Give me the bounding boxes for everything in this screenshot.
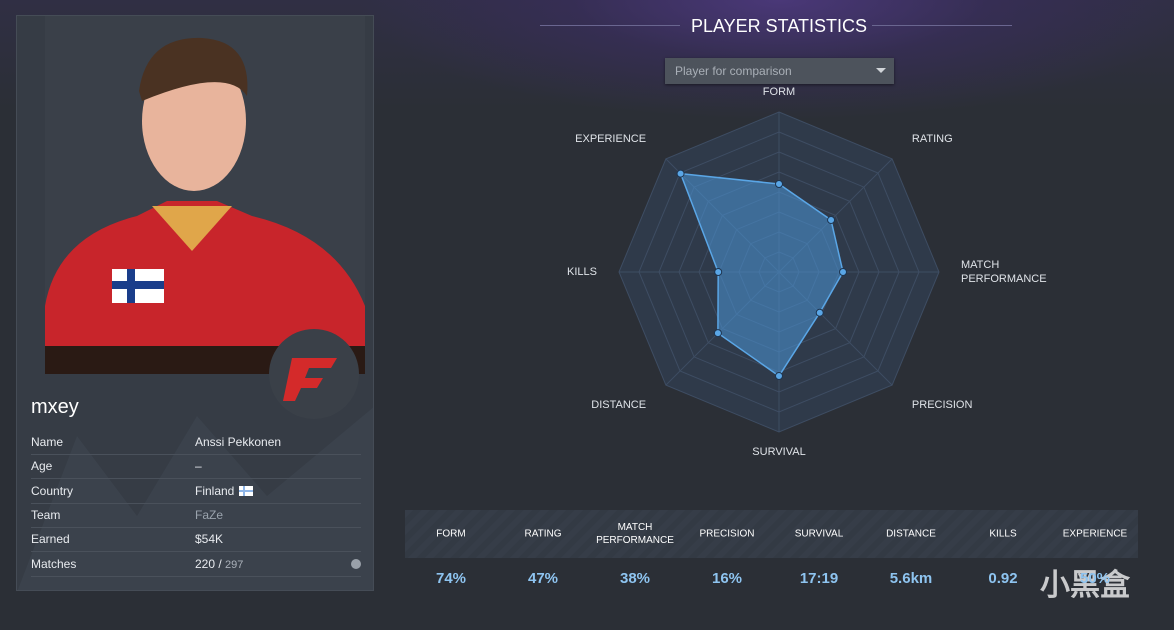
table-header: RATING [524,528,562,540]
info-row: Team FaZe [31,503,361,528]
table-header: FORM [436,528,466,540]
divider [872,25,1012,26]
info-value-text: Anssi Pekkonen [195,435,282,449]
radar-point [775,180,783,188]
info-row: Country Finland [31,479,361,504]
table-header: EXPERIENCE [1062,528,1128,540]
radar-chart [618,111,940,433]
stats-table-header [405,510,1138,558]
player-card: mxey Name Anssi Pekkonen Age – Country Finlan… [16,15,374,591]
help-icon [351,558,361,569]
info-value-text: – [195,459,202,474]
table-header: KILLS [989,528,1017,540]
table-header: SURVIVAL [794,528,844,540]
info-value: $54K [195,527,223,551]
info-value: Finland [195,479,254,503]
radar-axis-label: RATING [911,133,953,146]
radar-point [714,268,723,276]
info-row: Age – [31,454,361,480]
radar-point [827,215,836,224]
player-photo [17,16,373,590]
info-row: Name Anssi Pekkonen [31,430,361,455]
table-value: 5.6km [889,570,933,587]
radar-axis-label: PRECISION [911,398,973,411]
radar-axis-label: FORM [762,86,796,98]
watermark: 小黑盒 [1040,569,1130,602]
radar-point [713,329,722,338]
radar-axis-label: DISTANCE [591,398,647,411]
info-label: Name [31,435,64,449]
radar-point [839,268,847,276]
table-value: 74% [435,570,467,587]
info-label: Team [31,507,61,522]
radar-axis-label: KILLS [567,266,597,278]
table-value: 50% [1079,570,1111,587]
info-label: Age [31,459,53,474]
radar-axis-label: EXPERIENCE [575,133,647,146]
section-title: PLAYER STATISTICS [690,16,868,36]
player-nickname: mxey [31,396,79,418]
radar-point [676,169,685,178]
table-header: MATCH PERFORMANCE [596,522,674,546]
radar-point [815,308,824,317]
info-label: Matches [31,556,77,571]
info-value-text: $54K [195,532,224,547]
info-total: 297 [225,558,244,571]
info-label: Earned [31,532,70,547]
divider [540,25,680,26]
flag-icon [239,485,254,496]
info-value: 220 / 297 [195,552,243,577]
table-header: PRECISION [699,528,755,540]
info-label: Country [31,483,74,498]
radar-point [775,372,783,380]
info-row: Earned $54K [31,527,361,553]
table-header: DISTANCE [886,528,936,540]
table-value: 47% [527,570,559,587]
radar-axis-label: MATCH PERFORMANCE [961,259,1047,285]
info-value: Anssi Pekkonen [195,430,281,454]
table-value: 16% [711,570,743,587]
info-value: – [195,454,202,478]
info-value-text: Finland [195,483,235,498]
info-value-text: FaZe [195,507,224,522]
table-value: 0.92 [988,570,1018,587]
table-value: 17:19 [799,570,839,587]
info-value: FaZe [195,503,223,527]
comparison-dropdown[interactable]: Player for comparison [665,58,894,84]
dropdown-placeholder: Player for comparison [675,64,792,78]
info-value-text: 220 / [195,556,222,571]
radar-axis-label: SURVIVAL [752,446,806,458]
table-value: 38% [619,570,651,587]
info-row: Matches 220 / 297 [31,552,361,577]
dropdown-arrow [876,68,886,73]
